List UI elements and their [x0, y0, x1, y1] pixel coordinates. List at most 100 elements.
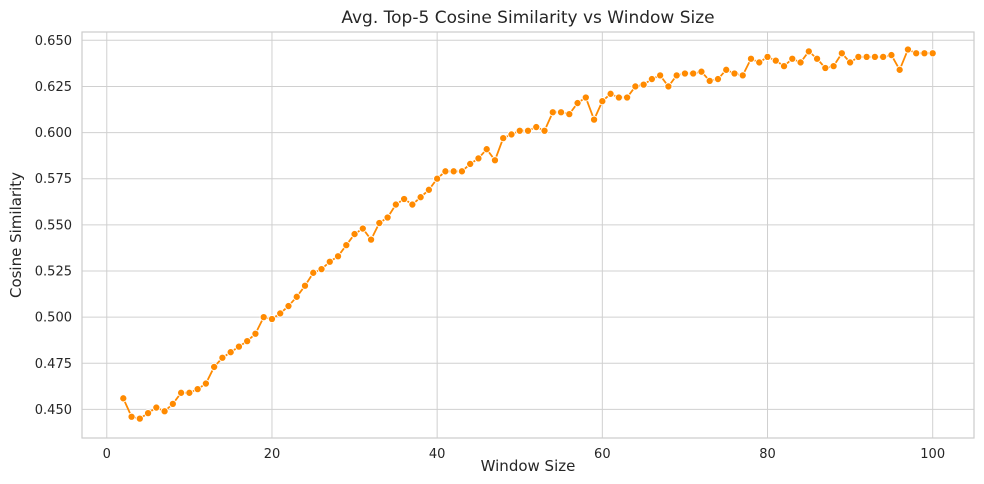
- data-point: [804, 47, 813, 56]
- data-point: [515, 126, 524, 135]
- data-point: [226, 348, 235, 357]
- data-point: [391, 200, 400, 209]
- data-point: [490, 156, 500, 165]
- data-point: [119, 394, 128, 403]
- data-point: [383, 213, 392, 222]
- data-point: [416, 193, 425, 202]
- y-tick-labels: 0.450 0.475 0.500 0.525 0.550 0.575 0.600 0.625…: [35, 34, 72, 418]
- data-point: [474, 154, 483, 163]
- x-tick-label: 0: [103, 447, 111, 462]
- data-point: [457, 167, 466, 176]
- data-point: [647, 75, 656, 84]
- data-point: [565, 110, 574, 119]
- data-point: [763, 52, 772, 61]
- data-point: [664, 82, 673, 91]
- data-point: [350, 230, 359, 239]
- y-gridlines: [82, 39, 974, 410]
- data-point: [771, 56, 780, 65]
- series-layer: [119, 45, 937, 423]
- data-point: [185, 388, 194, 397]
- data-point: [309, 268, 318, 277]
- data-point: [755, 58, 764, 67]
- y-axis-label: Cosine Similarity: [7, 172, 25, 298]
- data-point: [292, 292, 301, 301]
- y-tick-label: 0.650: [35, 34, 72, 49]
- data-point: [639, 80, 648, 89]
- data-point: [813, 54, 822, 63]
- data-point: [680, 69, 689, 78]
- x-gridlines: [106, 32, 934, 438]
- data-point: [821, 63, 830, 73]
- data-point: [895, 65, 904, 74]
- data-point: [333, 252, 343, 261]
- x-tick-labels: 0 20 40 60 80 100: [103, 447, 945, 462]
- data-point: [267, 314, 277, 324]
- y-tick-label: 0.500: [35, 311, 72, 326]
- data-point: [433, 174, 442, 183]
- data-point: [367, 235, 376, 244]
- data-point: [928, 49, 937, 58]
- data-point: [408, 200, 417, 209]
- data-point: [144, 409, 153, 418]
- data-point: [829, 62, 838, 71]
- x-tick-label: 80: [759, 447, 776, 462]
- x-tick-label: 40: [429, 447, 446, 462]
- data-point: [507, 130, 516, 139]
- x-tick-label: 20: [264, 447, 281, 462]
- data-point: [573, 99, 582, 108]
- data-point: [903, 45, 912, 54]
- data-point: [556, 108, 566, 117]
- x-tick-label: 100: [920, 447, 945, 462]
- chart-title: Avg. Top-5 Cosine Similarity vs Window S…: [341, 8, 714, 28]
- data-point: [912, 49, 921, 58]
- data-point: [325, 257, 334, 266]
- data-point: [127, 412, 136, 421]
- data-point: [705, 76, 714, 85]
- data-point: [540, 126, 549, 135]
- y-tick-label: 0.475: [35, 357, 72, 372]
- data-point: [400, 194, 409, 204]
- data-point: [532, 122, 541, 132]
- data-point: [424, 185, 433, 194]
- data-point: [259, 313, 268, 322]
- data-point: [234, 342, 243, 351]
- data-point: [317, 265, 326, 274]
- plot-frame: [81, 31, 975, 439]
- data-point: [614, 93, 623, 102]
- data-point: [672, 71, 681, 80]
- data-point: [160, 407, 169, 416]
- data-point: [796, 58, 805, 67]
- data-point: [210, 362, 219, 372]
- data-point: [738, 71, 747, 80]
- data-point: [846, 58, 855, 67]
- data-point: [548, 108, 557, 117]
- data-point: [152, 403, 161, 412]
- data-point: [482, 145, 491, 154]
- data-point: [201, 379, 210, 388]
- data-point: [862, 52, 871, 61]
- data-point: [590, 115, 599, 124]
- data-point: [243, 337, 252, 346]
- data-point: [177, 388, 186, 397]
- y-tick-label: 0.550: [35, 218, 72, 233]
- y-tick-label: 0.450: [35, 403, 72, 418]
- data-point: [697, 67, 706, 76]
- data-point: [631, 82, 640, 91]
- data-point: [168, 399, 177, 408]
- data-point: [358, 224, 367, 233]
- data-point: [722, 65, 731, 74]
- data-point: [606, 89, 615, 98]
- data-point: [854, 52, 863, 61]
- data-point: [251, 329, 260, 338]
- data-point: [623, 93, 632, 102]
- data-point: [837, 49, 846, 58]
- y-tick-label: 0.600: [35, 126, 72, 141]
- data-point: [276, 309, 285, 318]
- data-point: [441, 167, 450, 176]
- data-point: [713, 75, 723, 84]
- data-point: [581, 93, 590, 102]
- data-point: [920, 49, 929, 58]
- data-point: [499, 134, 508, 143]
- data-point: [689, 69, 698, 78]
